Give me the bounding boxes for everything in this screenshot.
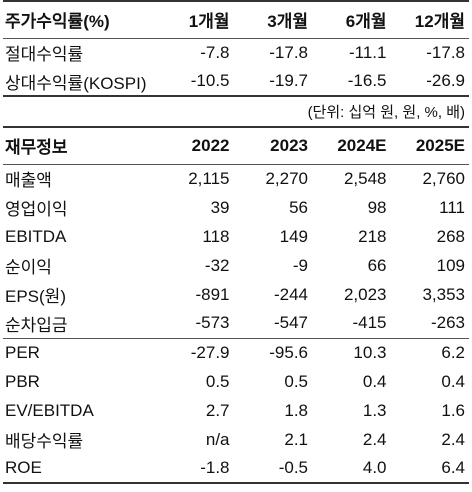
cell: -0.5 [278, 458, 308, 477]
cell: 2,548 [343, 168, 387, 188]
cell: 2,270 [265, 168, 308, 188]
cell: -26.9 [426, 71, 465, 90]
cell: 4.0 [362, 458, 387, 477]
cell: 2,115 [188, 168, 230, 188]
cell: -891 [195, 284, 230, 304]
cell: 2,023 [343, 284, 387, 304]
financials-table: 재무정보 2022 2023 2024E 2025E 매출액 2,115 2,270… [3, 126, 469, 484]
table-row: 영업이익 39 56 98 111 [3, 193, 469, 222]
row-label: 순이익 [5, 258, 52, 277]
cell: 0.5 [284, 371, 308, 391]
row-label: 매출액 [5, 171, 52, 191]
table-row: PBR 0.5 0.5 0.4 0.4 [3, 367, 469, 396]
cell: -7.8 [200, 42, 230, 62]
cell: -11.1 [349, 42, 387, 62]
cell: 149 [279, 226, 308, 246]
cell: 39 [210, 197, 230, 217]
table-row: EBITDA 118 149 218 268 [3, 222, 469, 251]
table-row: 상대수익률(KOSPI) -10.5 -19.7 -16.5 -26.9 [3, 67, 469, 96]
row-label: ROE [5, 458, 42, 477]
cell: 109 [436, 255, 465, 275]
cell: 0.4 [362, 371, 387, 391]
row-label: EPS(원) [5, 287, 66, 306]
cell: -9 [292, 255, 308, 275]
table-row: PER -27.9 -95.6 10.3 6.2 [3, 338, 469, 367]
cell: 56 [289, 197, 308, 217]
table-row: 순차입금 -573 -547 -415 -263 [3, 309, 469, 338]
returns-header-row: 주가수익률(%) 1개월 3개월 6개월 12개월 [3, 1, 469, 38]
table-row: ROE -1.8 -0.5 4.0 6.4 [3, 454, 469, 483]
cell: -263 [430, 313, 465, 333]
cell: 0.4 [441, 371, 465, 391]
financials-header-label: 재무정보 [5, 138, 68, 158]
cell: 66 [367, 255, 387, 275]
cell: 2.4 [441, 429, 465, 449]
cell: 1.8 [284, 400, 308, 420]
cell: 6.2 [441, 342, 465, 362]
cell: 98 [367, 197, 387, 217]
cell: -17.8 [269, 42, 308, 62]
unit-row: (단위: 십억 원, 원, %, 배) [3, 96, 469, 126]
cell: -19.7 [269, 71, 308, 90]
cell: 10.3 [353, 342, 387, 362]
row-label: 배당수익률 [5, 432, 84, 451]
cell: -547 [273, 313, 308, 333]
row-label: PER [5, 342, 40, 362]
cell: -27.9 [190, 342, 230, 362]
cell: -16.5 [347, 71, 387, 90]
cell: -10.5 [190, 71, 230, 90]
financials-header-2025e: 2025E [415, 135, 465, 155]
cell: 6.4 [441, 458, 465, 477]
cell: 118 [202, 226, 230, 246]
cell: 1.6 [441, 400, 465, 420]
returns-header-1m: 1개월 [188, 12, 230, 32]
row-label: EV/EBITDA [5, 400, 94, 420]
row-label: 순차입금 [5, 315, 68, 335]
cell: -95.6 [269, 342, 308, 362]
returns-header-label: 주가수익률(%) [5, 12, 110, 32]
row-label: EBITDA [5, 226, 67, 246]
cell: n/a [205, 429, 230, 449]
cell: 268 [436, 226, 465, 246]
cell: 0.5 [205, 371, 230, 391]
cell: -32 [204, 255, 230, 275]
cell: 2.7 [205, 400, 230, 420]
row-label: PBR [5, 371, 40, 391]
cell: -1.8 [200, 458, 230, 477]
row-label: 영업이익 [5, 200, 68, 219]
cell: 2,760 [422, 168, 465, 188]
cell: -17.8 [426, 42, 465, 62]
returns-header-12m: 12개월 [414, 12, 465, 32]
cell: -415 [352, 313, 387, 333]
financials-header-2022: 2022 [191, 135, 230, 155]
financials-header-2023: 2023 [270, 135, 308, 155]
cell: -244 [273, 284, 308, 304]
table-row: 매출액 2,115 2,270 2,548 2,760 [3, 164, 469, 193]
row-label: 절대수익률 [5, 45, 84, 65]
table-row: 순이익 -32 -9 66 109 [3, 251, 469, 280]
returns-header-6m: 6개월 [345, 12, 387, 32]
cell: 3,353 [422, 284, 465, 304]
table-row: EPS(원) -891 -244 2,023 3,353 [3, 280, 469, 309]
table-row: 배당수익률 n/a 2.1 2.4 2.4 [3, 425, 469, 454]
financials-header-row: 재무정보 2022 2023 2024E 2025E [3, 127, 469, 164]
cell: 1.3 [362, 400, 387, 420]
financials-header-2024e: 2024E [337, 135, 387, 155]
row-label: 상대수익률(KOSPI) [5, 73, 147, 93]
returns-header-3m: 3개월 [267, 12, 308, 32]
cell: 111 [439, 197, 465, 217]
returns-table: 주가수익률(%) 1개월 3개월 6개월 12개월 절대수익률 -7.8 -17… [3, 0, 469, 126]
table-row: 절대수익률 -7.8 -17.8 -11.1 -17.8 [3, 38, 469, 67]
cell: 2.1 [284, 429, 308, 449]
table-row: EV/EBITDA 2.7 1.8 1.3 1.6 [3, 396, 469, 425]
cell: 218 [358, 226, 387, 246]
cell: -573 [195, 313, 230, 333]
unit-note: (단위: 십억 원, 원, %, 배) [307, 104, 465, 121]
cell: 2.4 [362, 429, 387, 449]
